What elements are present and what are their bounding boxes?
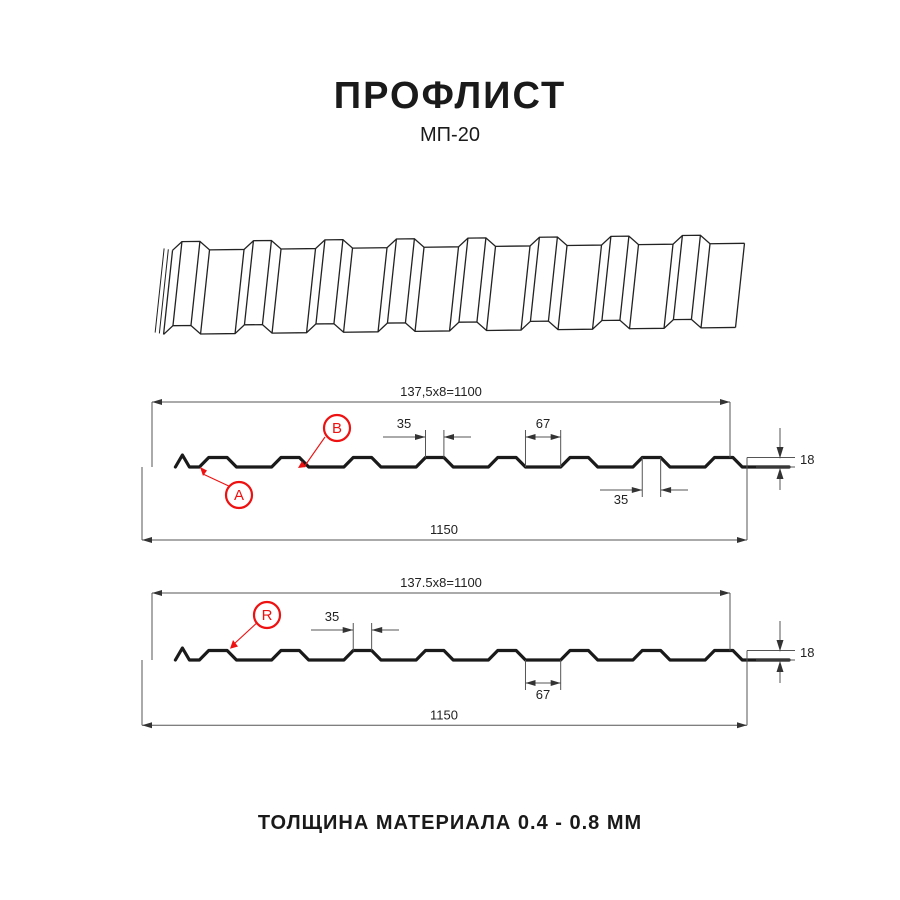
svg-text:35: 35 bbox=[397, 416, 411, 431]
svg-text:18: 18 bbox=[800, 645, 814, 660]
svg-text:R: R bbox=[262, 607, 273, 624]
svg-text:18: 18 bbox=[800, 452, 814, 467]
svg-text:A: A bbox=[234, 487, 244, 504]
svg-text:1150: 1150 bbox=[430, 522, 458, 537]
svg-text:35: 35 bbox=[325, 609, 339, 624]
svg-text:B: B bbox=[332, 420, 342, 437]
svg-text:137,5x8=1100: 137,5x8=1100 bbox=[400, 384, 482, 399]
svg-text:67: 67 bbox=[536, 687, 550, 702]
svg-text:67: 67 bbox=[536, 416, 550, 431]
svg-text:35: 35 bbox=[614, 492, 628, 507]
svg-text:137.5x8=1100: 137.5x8=1100 bbox=[400, 575, 482, 590]
svg-text:1150: 1150 bbox=[430, 707, 458, 722]
